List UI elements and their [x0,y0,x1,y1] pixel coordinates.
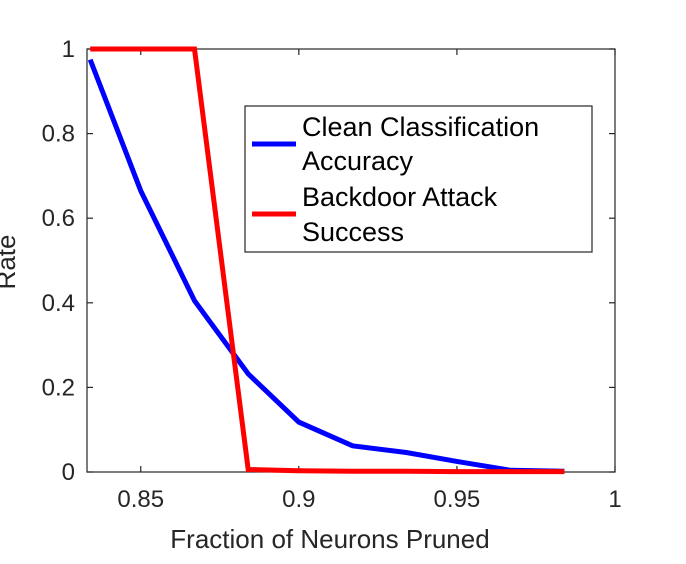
x-axis-title: Fraction of Neurons Pruned [170,524,489,554]
legend-label-clean-accuracy-line2: Accuracy [302,146,414,176]
ticks-layer: 0.85 0.9 0.95 1 0 0.2 0.4 0.6 0.8 1 [42,36,622,513]
legend-label-clean-accuracy-line1: Clean Classification [302,112,539,142]
legend-label-backdoor-success-line2: Success [302,217,404,247]
y-tick-label: 0 [62,459,75,486]
legend-entry-backdoor-success: Backdoor Attack Success [252,182,498,247]
y-tick-label: 0.6 [42,205,75,232]
y-tick-label: 0.2 [42,374,75,401]
legend-entry-clean-accuracy: Clean Classification Accuracy [252,112,539,176]
x-tick-label: 0.9 [282,486,315,513]
x-tick-label: 0.85 [117,486,164,513]
y-tick-label: 0.8 [42,121,75,148]
y-tick-label: 0.4 [42,290,75,317]
legend-label-backdoor-success-line1: Backdoor Attack [302,182,498,212]
x-tick-label: 0.95 [434,486,481,513]
legend-box [244,105,593,253]
series-line-clean-accuracy [87,58,565,474]
y-tick-label: 1 [62,36,75,63]
legend: Clean Classification Accuracy Backdoor A… [244,105,593,253]
x-tick-label: 1 [608,486,621,513]
series-line-backdoor-success [90,46,565,475]
series-layer [87,46,565,475]
y-axis-title: Rate [0,235,21,290]
